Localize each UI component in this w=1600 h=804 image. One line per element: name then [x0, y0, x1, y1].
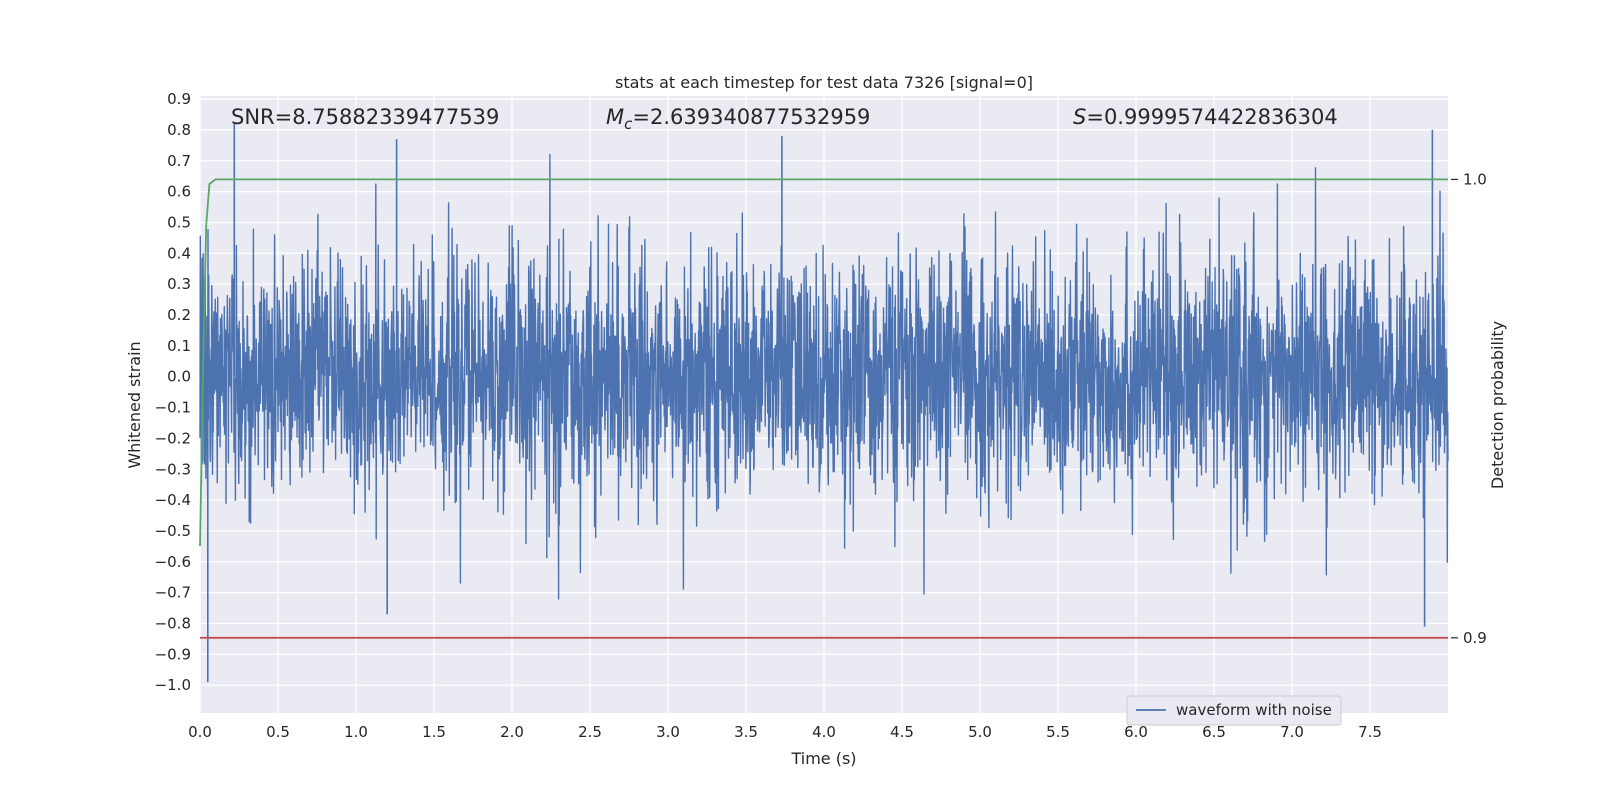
y-tick-label: 0.4 [167, 244, 191, 262]
x-tick-label: 7.5 [1358, 723, 1382, 741]
chirp-mass-subscript: c [624, 115, 633, 133]
y-tick-label: 0.7 [167, 152, 191, 170]
y2-axis-label: Detection probability [1488, 321, 1507, 489]
y-tick-label: −0.4 [155, 491, 191, 509]
series-detection-probability [199, 178, 1448, 547]
x-tick-label: 1.5 [422, 723, 446, 741]
x-tick-label: 0.0 [188, 723, 212, 741]
y-tick-label: 0.0 [167, 368, 191, 386]
x-tick-label: 2.0 [500, 723, 524, 741]
s-value: =0.9999574422836304 [1086, 105, 1337, 129]
y-tick-label: −0.5 [155, 522, 191, 540]
x-tick-label: 6.0 [1124, 723, 1148, 741]
y-tick-label: −0.1 [155, 399, 191, 417]
y-tick-label: 0.8 [167, 121, 191, 139]
y2-tick-label: 1.0 [1463, 170, 1487, 188]
chirp-mass-symbol: M [606, 105, 624, 129]
x-tick-label: 1.0 [344, 723, 368, 741]
snr-annotation: SNR=8.75882339477539 [231, 105, 499, 129]
x-tick-label: 3.5 [734, 723, 758, 741]
series-layer [199, 123, 1449, 683]
y-tick-label: −0.3 [155, 460, 191, 478]
legend: waveform with noise [1126, 695, 1342, 726]
s-symbol: S [1073, 105, 1086, 129]
y-tick-label: −0.7 [155, 584, 191, 602]
y-tick-label: −0.2 [155, 429, 191, 447]
y-tick-label: 0.3 [167, 275, 191, 293]
series-waveform-with-noise [199, 153, 1449, 600]
y-tick-label: 0.1 [167, 337, 191, 355]
y-tick-label: −0.8 [155, 615, 191, 633]
s-annotation: S=0.9999574422836304 [1073, 105, 1338, 129]
chirp-mass-value: =2.639340877532959 [632, 105, 870, 129]
y-tick-label: −0.6 [155, 553, 191, 571]
y2-tick-label: 0.9 [1463, 629, 1487, 647]
x-tick-label: 2.5 [578, 723, 602, 741]
chart-title: stats at each timestep for test data 732… [615, 73, 1033, 92]
chirp-mass-annotation: Mc=2.639340877532959 [606, 105, 870, 133]
y-axis-label: Whitened strain [125, 341, 144, 468]
x-axis-label: Time (s) [790, 749, 856, 768]
y-tick-label: −1.0 [155, 676, 191, 694]
x-tick-label: 4.5 [890, 723, 914, 741]
x-tick-label: 3.0 [656, 723, 680, 741]
y-tick-label: 0.5 [167, 213, 191, 231]
legend-box [1126, 695, 1342, 726]
y-tick-label: 0.6 [167, 183, 191, 201]
x-tick-label: 6.5 [1202, 723, 1226, 741]
x-tick-label: 7.0 [1280, 723, 1304, 741]
x-tick-label: 5.5 [1046, 723, 1070, 741]
x-tick-label: 4.0 [812, 723, 836, 741]
y-tick-label: −0.9 [155, 645, 191, 663]
waveform-peaks [207, 123, 1434, 683]
y-tick-label: 0.9 [167, 90, 191, 108]
legend-label-waveform: waveform with noise [1176, 701, 1332, 719]
y-tick-label: 0.2 [167, 306, 191, 324]
x-tick-label: 5.0 [968, 723, 992, 741]
axes: 0.0 0.5 1.0 1.5 2.0 2.5 3.0 3.5 4.0 4.5 5.0 5.5 6.0 6… [155, 90, 1487, 741]
x-tick-label: 0.5 [266, 723, 290, 741]
